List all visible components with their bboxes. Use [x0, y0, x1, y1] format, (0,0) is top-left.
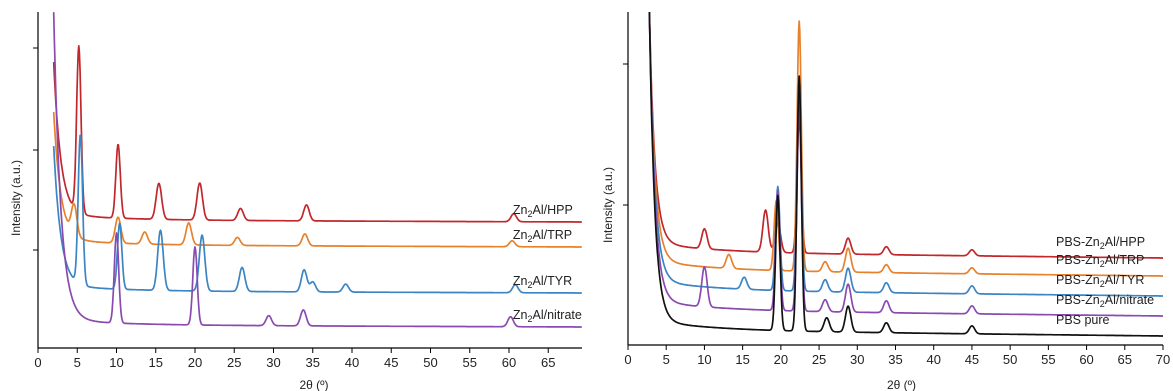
series-label: PBS pure [1056, 313, 1110, 327]
x-tick-label: 70 [1156, 352, 1170, 367]
series-label: Zn2Al/nitrate [513, 308, 582, 324]
series-label: PBS-Zn2Al/TRP [1056, 253, 1144, 269]
series-label: Zn2Al/TRP [513, 228, 572, 244]
series-line-5 [648, 11, 1164, 337]
x-tick-label: 45 [384, 355, 398, 370]
series-line-2 [52, 112, 583, 248]
x-tick-label: 0 [624, 352, 631, 367]
series-line-4 [52, 12, 583, 328]
series-label: PBS-Zn2Al/nitrate [1056, 293, 1154, 309]
x-tick-label: 15 [149, 355, 163, 370]
x-tick-label: 50 [423, 355, 437, 370]
series-label: Zn2Al/TYR [513, 274, 572, 290]
y-axis-title: Intensity (a.u.) [601, 167, 615, 243]
series-line-4 [648, 11, 1164, 317]
x-tick-label: 10 [697, 352, 711, 367]
x-tick-label: 25 [227, 355, 241, 370]
series-line-2 [648, 11, 1164, 277]
x-tick-label: 5 [663, 352, 670, 367]
x-tick-label: 60 [502, 355, 516, 370]
chart-panel-1: 0 5 10 15 20 25 30 35 40 45 50 55 60 65 2θ (º) Intensit… [9, 12, 583, 391]
series-label: PBS-Zn2Al/TYR [1056, 273, 1144, 289]
x-tick-label: 60 [1079, 352, 1093, 367]
x-tick-label: 55 [463, 355, 477, 370]
x-tick-label: 55 [1041, 352, 1055, 367]
series-line-1 [52, 44, 583, 223]
x-tick-label: 25 [812, 352, 826, 367]
x-tick-label: 45 [965, 352, 979, 367]
x-tick-label: 30 [266, 355, 280, 370]
x-tick-label: 40 [345, 355, 359, 370]
x-tick-label: 50 [1003, 352, 1017, 367]
x-tick-label: 15 [735, 352, 749, 367]
x-tick-label: 5 [74, 355, 81, 370]
chart-panel-2: 0 5 10 15 20 25 30 35 40 45 50 55 60 65 70 2θ (º) Intens… [601, 11, 1170, 391]
x-axis-title: 2θ (º) [887, 378, 916, 391]
x-tick-label: 35 [888, 352, 902, 367]
series-line-1 [648, 11, 1164, 259]
x-axis-title: 2θ (º) [299, 378, 328, 391]
x-tick-label: 0 [34, 355, 41, 370]
x-tick-label: 65 [1118, 352, 1132, 367]
series-label: PBS-Zn2Al/HPP [1056, 235, 1145, 251]
x-tick-label: 40 [926, 352, 940, 367]
series-line-3 [648, 11, 1164, 297]
x-tick-label: 10 [109, 355, 123, 370]
series-line-3 [52, 134, 583, 294]
x-tick-label: 35 [306, 355, 320, 370]
x-tick-label: 20 [774, 352, 788, 367]
y-axis-title: Intensity (a.u.) [9, 160, 23, 236]
series-label: Zn2Al/HPP [513, 203, 573, 219]
x-tick-label: 20 [188, 355, 202, 370]
x-tick-label: 65 [541, 355, 555, 370]
x-tick-label: 30 [850, 352, 864, 367]
